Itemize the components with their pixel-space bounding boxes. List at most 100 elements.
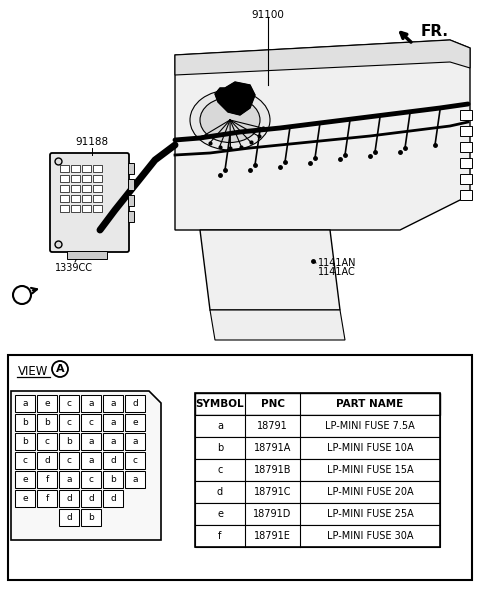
Text: 18791D: 18791D (253, 509, 292, 519)
Bar (59, 395, 79, 412)
Text: c: c (45, 437, 49, 446)
Text: a: a (217, 421, 223, 431)
Circle shape (13, 286, 31, 304)
Bar (93, 205, 102, 212)
Bar (15, 471, 35, 488)
Text: LP-MINI FUSE 25A: LP-MINI FUSE 25A (326, 509, 413, 519)
Bar (81, 395, 101, 412)
Text: b: b (22, 437, 28, 446)
Bar (195, 503, 440, 525)
Text: f: f (46, 494, 48, 503)
Bar (81, 414, 101, 431)
Bar (71, 175, 80, 182)
Text: LP-MINI FUSE 10A: LP-MINI FUSE 10A (327, 443, 413, 453)
Bar (125, 471, 145, 488)
Bar (71, 165, 80, 172)
Text: d: d (88, 494, 94, 503)
Polygon shape (175, 40, 470, 230)
Bar (93, 175, 102, 182)
Bar (103, 414, 123, 431)
Text: A: A (56, 364, 64, 374)
Bar (60, 175, 69, 182)
FancyBboxPatch shape (50, 153, 129, 252)
Text: a: a (110, 418, 116, 427)
Bar (103, 395, 123, 412)
Bar (15, 433, 35, 450)
Bar (37, 395, 57, 412)
Bar (81, 509, 101, 526)
Text: 1339CC: 1339CC (55, 263, 93, 273)
Bar (195, 481, 440, 503)
Text: a: a (110, 399, 116, 408)
Text: b: b (44, 418, 50, 427)
Text: PART NAME: PART NAME (336, 399, 404, 409)
Bar (103, 471, 123, 488)
Text: a: a (88, 399, 94, 408)
Bar (59, 490, 79, 507)
Text: LP-MINI FUSE 20A: LP-MINI FUSE 20A (327, 487, 413, 497)
Bar (37, 452, 57, 469)
Text: 1141AN: 1141AN (318, 258, 357, 268)
Text: 18791: 18791 (257, 421, 288, 431)
Text: A: A (18, 290, 26, 300)
Text: a: a (132, 437, 138, 446)
Bar (37, 471, 57, 488)
Bar (125, 414, 145, 431)
Bar (195, 459, 440, 481)
Bar (37, 490, 57, 507)
Text: d: d (66, 494, 72, 503)
Text: LP-MINI FUSE 15A: LP-MINI FUSE 15A (327, 465, 413, 475)
Text: FR.: FR. (421, 24, 449, 39)
Text: 18791B: 18791B (254, 465, 291, 475)
Bar (125, 433, 145, 450)
Text: b: b (217, 443, 223, 453)
Polygon shape (215, 82, 255, 115)
Text: e: e (217, 509, 223, 519)
Text: a: a (88, 437, 94, 446)
Bar (82, 205, 91, 212)
Text: a: a (132, 475, 138, 484)
Text: c: c (67, 399, 72, 408)
Text: b: b (22, 418, 28, 427)
Polygon shape (200, 230, 340, 310)
Bar (15, 414, 35, 431)
Bar (93, 185, 102, 192)
Bar (93, 195, 102, 202)
Text: e: e (132, 418, 138, 427)
Bar (37, 414, 57, 431)
Text: d: d (44, 456, 50, 465)
Text: c: c (217, 465, 223, 475)
Bar (195, 393, 440, 415)
Text: c: c (132, 456, 137, 465)
Text: a: a (22, 399, 28, 408)
Text: c: c (88, 418, 94, 427)
Bar (81, 433, 101, 450)
Bar (460, 126, 472, 136)
Text: VIEW: VIEW (18, 365, 48, 378)
Text: SYMBOL: SYMBOL (196, 399, 244, 409)
Ellipse shape (200, 98, 260, 143)
Bar (103, 433, 123, 450)
Bar (15, 490, 35, 507)
Text: 18791C: 18791C (254, 487, 291, 497)
Bar (81, 471, 101, 488)
Bar (460, 158, 472, 168)
Text: e: e (22, 494, 28, 503)
Ellipse shape (190, 90, 270, 150)
Bar (103, 452, 123, 469)
Bar (59, 452, 79, 469)
Bar (82, 185, 91, 192)
Bar (125, 395, 145, 412)
Bar (71, 185, 80, 192)
Bar (60, 165, 69, 172)
Bar (81, 490, 101, 507)
Text: c: c (88, 475, 94, 484)
Bar (67, 251, 107, 259)
Text: a: a (110, 437, 116, 446)
Bar (59, 414, 79, 431)
Text: 18791E: 18791E (254, 531, 291, 541)
Bar (128, 195, 134, 206)
Circle shape (52, 361, 68, 377)
Bar (460, 110, 472, 120)
Bar (195, 437, 440, 459)
